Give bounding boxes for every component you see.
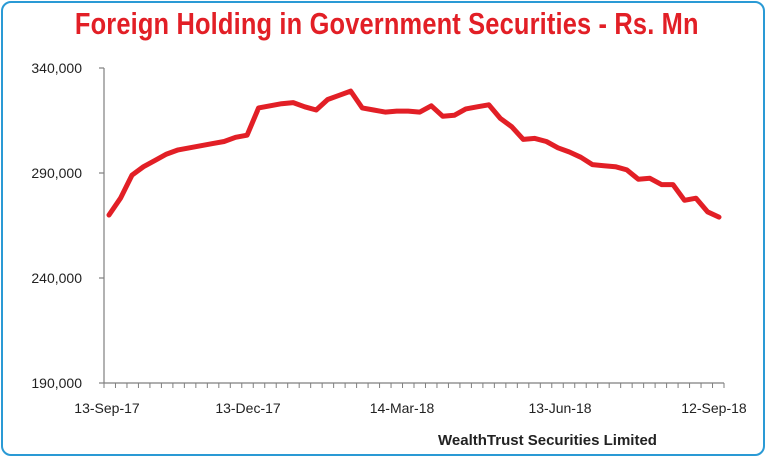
data-point: [429, 103, 434, 108]
data-point: [164, 152, 169, 157]
data-point: [348, 89, 353, 94]
data-point: [222, 139, 227, 144]
data-point: [555, 145, 560, 150]
data-point: [199, 143, 204, 148]
x-tick-label: 13-Dec-17: [215, 400, 281, 416]
series-line: [106, 88, 722, 220]
data-point: [590, 162, 595, 167]
data-point: [682, 198, 687, 203]
data-point: [256, 105, 261, 110]
data-point: [337, 93, 342, 98]
data-point: [325, 97, 330, 102]
x-tick-label: 13-Sep-17: [74, 400, 140, 416]
data-point: [314, 108, 319, 113]
data-point: [141, 164, 146, 169]
data-point: [613, 164, 618, 169]
data-point: [601, 163, 606, 168]
chart-frame: [1, 1, 765, 456]
chart-title: Foreign Holding in Government Securities…: [74, 6, 699, 41]
data-point: [302, 104, 307, 109]
data-point: [624, 167, 629, 172]
data-point: [544, 139, 549, 144]
data-point: [567, 150, 572, 155]
data-point: [118, 196, 123, 201]
data-point: [291, 100, 296, 105]
data-point: [360, 105, 365, 110]
y-tick-label: 190,000: [31, 375, 82, 391]
x-tick-label: 12-Sep-18: [681, 400, 747, 416]
y-tick-label: 290,000: [31, 165, 82, 181]
data-point: [187, 145, 192, 150]
y-tick-label: 340,000: [31, 60, 82, 76]
data-point: [279, 101, 284, 106]
data-point: [578, 155, 583, 160]
data-point: [452, 113, 457, 118]
data-point: [521, 137, 526, 142]
data-point: [636, 177, 641, 182]
data-point: [406, 109, 411, 114]
data-point: [394, 109, 399, 114]
data-point: [705, 209, 710, 214]
data-point: [371, 108, 376, 113]
data-point: [498, 116, 503, 121]
data-point: [245, 133, 250, 138]
data-point: [233, 135, 238, 140]
x-tick-label: 13-Jun-18: [528, 400, 591, 416]
data-point: [383, 110, 388, 115]
x-tick-label: 14-Mar-18: [370, 400, 435, 416]
data-point: [463, 106, 468, 111]
y-tick-label: 240,000: [31, 270, 82, 286]
data-point: [440, 114, 445, 119]
data-point: [659, 182, 664, 187]
data-point: [107, 213, 112, 218]
source-label: WealthTrust Securities Limited: [438, 432, 657, 449]
data-point: [475, 104, 480, 109]
data-point: [670, 182, 675, 187]
data-point: [717, 215, 722, 220]
data-point: [532, 136, 537, 141]
data-point: [486, 102, 491, 107]
data-point: [509, 124, 514, 129]
data-point: [647, 176, 652, 181]
data-point: [130, 173, 135, 178]
data-point: [268, 103, 273, 108]
data-point: [417, 110, 422, 115]
data-point: [693, 196, 698, 201]
data-point: [153, 158, 158, 163]
data-point: [176, 147, 181, 152]
data-point: [210, 141, 215, 146]
